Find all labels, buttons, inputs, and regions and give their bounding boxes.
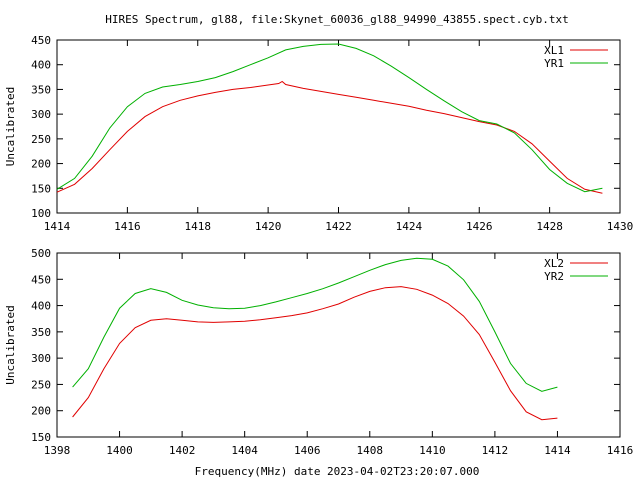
x-tick-label: 1416	[114, 220, 141, 233]
x-tick-label: 1398	[44, 444, 71, 457]
y-tick-label: 450	[31, 34, 51, 47]
x-tick-label: 1412	[482, 444, 509, 457]
series-line-xl2	[72, 286, 558, 421]
x-tick-label: 1422	[325, 220, 352, 233]
x-tick-label: 1408	[357, 444, 384, 457]
y-axis-label: Uncalibrated	[4, 305, 17, 384]
legend-label: YR2	[544, 270, 564, 283]
series-line-yr2	[72, 257, 558, 392]
y-tick-label: 150	[31, 431, 51, 444]
x-tick-label: 1420	[255, 220, 282, 233]
x-tick-label: 1414	[44, 220, 71, 233]
x-tick-label: 1410	[419, 444, 446, 457]
legend-label: XL1	[544, 44, 564, 57]
x-tick-label: 1414	[544, 444, 571, 457]
y-tick-label: 250	[31, 378, 51, 391]
x-tick-label: 1428	[536, 220, 563, 233]
chart-1: 1414 1416 1418 1420 1422 1424 1426 1428 1430 100 1…	[4, 34, 633, 233]
y-tick-label: 200	[31, 405, 51, 418]
y-tick-label: 100	[31, 207, 51, 220]
x-tick-label: 1404	[231, 444, 258, 457]
x-tick-label: 1416	[607, 444, 634, 457]
x-tick-label: 1406	[294, 444, 321, 457]
y-tick-label: 150	[31, 182, 51, 195]
x-tick-label: 1424	[396, 220, 423, 233]
y-tick-label: 300	[31, 108, 51, 121]
x-tick-label: 1418	[185, 220, 212, 233]
x-axis-label: Frequency(MHz) date 2023-04-02T23:20:07.…	[195, 465, 480, 478]
series-line-yr1	[56, 43, 603, 193]
y-tick-label: 200	[31, 158, 51, 171]
y-axis-label: Uncalibrated	[4, 87, 17, 166]
plots-group: 1414 1416 1418 1420 1422 1424 1426 1428 14301001…	[4, 34, 633, 457]
y-tick-label: 400	[31, 59, 51, 72]
figure-title: HIRES Spectrum, gl88, file:Skynet_60036_…	[105, 13, 569, 26]
y-tick-label: 350	[31, 83, 51, 96]
chart-2: 1398 1400 1402 1404 1406 1408 1410 1412 1414 1416…	[4, 247, 633, 457]
y-tick-label: 350	[31, 326, 51, 339]
legend-label: YR1	[544, 57, 564, 70]
x-tick-label: 1400	[106, 444, 133, 457]
plot-frame	[56, 252, 621, 438]
y-tick-label: 250	[31, 133, 51, 146]
y-tick-label: 500	[31, 247, 51, 260]
x-tick-label: 1426	[466, 220, 493, 233]
legend-label: XL2	[544, 257, 564, 270]
x-tick-label: 1430	[607, 220, 634, 233]
y-tick-label: 450	[31, 273, 51, 286]
y-tick-label: 400	[31, 300, 51, 313]
y-tick-label: 300	[31, 352, 51, 365]
x-tick-label: 1402	[169, 444, 196, 457]
